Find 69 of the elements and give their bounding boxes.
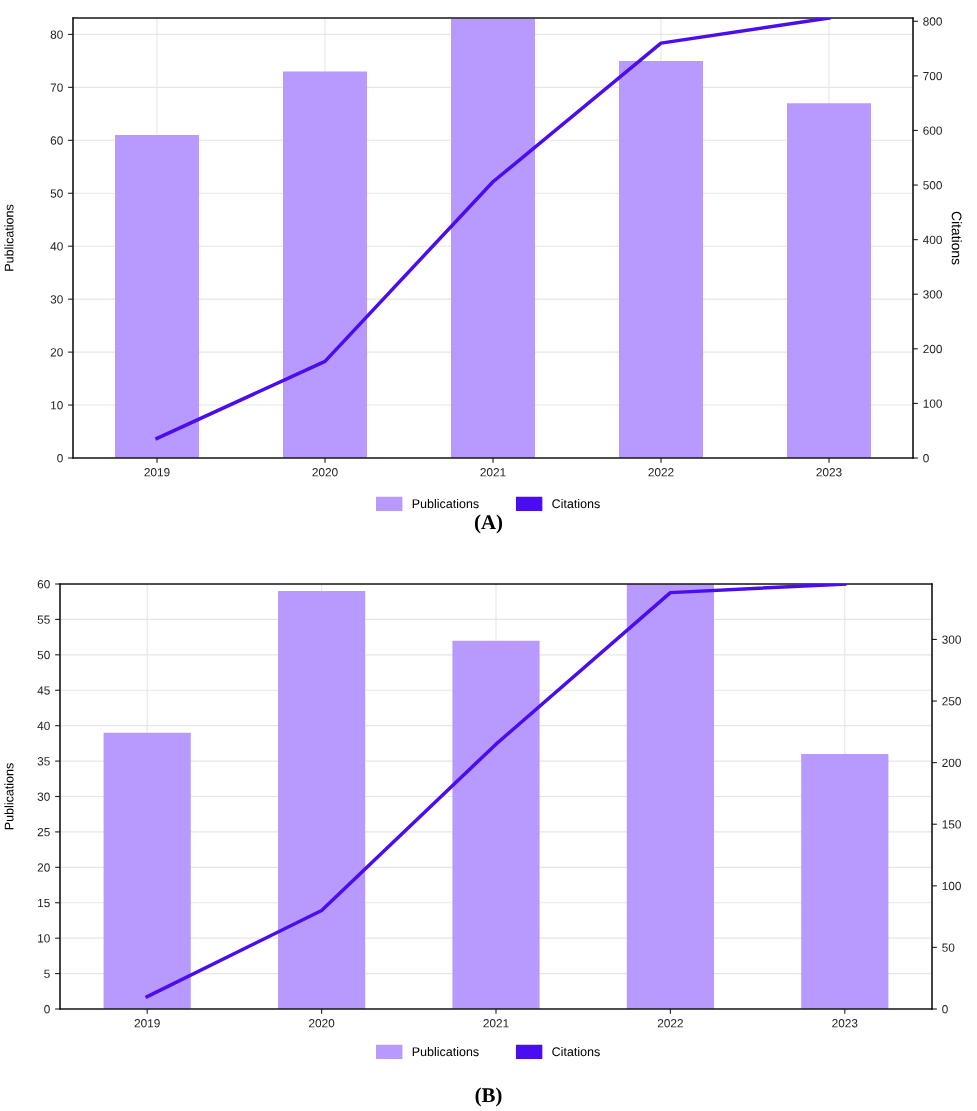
y-tick-label: 50 — [50, 189, 63, 198]
y-tick-label: 30 — [37, 792, 50, 801]
bar — [626, 584, 714, 1009]
y-tick-label: 70 — [50, 83, 63, 92]
y-tick-label: 80 — [50, 30, 63, 39]
y-axis-title: Publications — [4, 763, 14, 830]
text: (B) — [475, 1087, 502, 1107]
bar — [787, 103, 871, 458]
y2-tick-label: 100 — [942, 881, 961, 891]
legend-label: Citations — [552, 498, 600, 509]
x-tick-label: 2022 — [657, 1019, 683, 1028]
bar — [801, 754, 889, 1009]
y2-tick-label: 0 — [942, 1005, 948, 1014]
y-tick-label: 55 — [37, 615, 50, 624]
x-tick-label: 2023 — [816, 468, 842, 477]
y2-tick-label: 150 — [942, 820, 961, 829]
y-tick-label: 60 — [37, 580, 50, 589]
x-tick-label: 2023 — [832, 1019, 858, 1028]
x-tick-label: 2021 — [483, 1019, 509, 1028]
x-tick-label: 2021 — [480, 468, 506, 477]
y-tick-label: 35 — [37, 757, 50, 766]
bar — [452, 640, 540, 1009]
y2-tick-label: 600 — [923, 126, 942, 135]
bar — [283, 71, 367, 458]
y-tick-label: 5 — [44, 969, 50, 978]
x-tick-label: 2020 — [309, 1019, 335, 1028]
x-tick-label: 2019 — [134, 1019, 160, 1028]
y2-tick-label: 300 — [942, 635, 961, 644]
bar — [278, 591, 366, 1009]
y-tick-label: 10 — [38, 934, 50, 943]
x-tick-label: 2020 — [312, 468, 338, 477]
y-tick-label: 45 — [37, 686, 50, 695]
y-tick-label: 10 — [51, 401, 63, 410]
bar — [619, 60, 703, 458]
y-tick-label: 30 — [50, 295, 63, 304]
y2-tick-label: 50 — [942, 943, 955, 952]
text: (A) — [474, 514, 503, 534]
y2-tick-label: 200 — [942, 758, 961, 768]
y2-tick-label: 400 — [922, 235, 942, 245]
y-tick-label: 20 — [50, 348, 63, 357]
y2-tick-label: 300 — [923, 290, 942, 299]
bar — [115, 135, 199, 458]
bar — [103, 732, 191, 1009]
legend-label: Publications — [412, 1046, 479, 1057]
line-series — [145, 584, 847, 999]
y2-axis-title: Citations — [951, 211, 962, 265]
y2-tick-label: 700 — [923, 71, 942, 81]
y-tick-label: 20 — [37, 863, 50, 872]
y2-tick-label: 500 — [923, 181, 942, 190]
y-tick-label: 15 — [38, 898, 50, 908]
x-tick-label: 2019 — [144, 468, 170, 477]
y2-tick-label: 200 — [923, 344, 942, 354]
y2-tick-label: 250 — [942, 697, 961, 706]
y-tick-label: 60 — [50, 136, 63, 145]
x-tick-label: 2022 — [648, 468, 674, 477]
y2-tick-label: 100 — [923, 399, 942, 408]
legend-label: Publications — [412, 498, 479, 509]
y-tick-label: 0 — [44, 1005, 50, 1014]
y-tick-label: 25 — [37, 827, 50, 837]
legend-label: Citations — [552, 1046, 600, 1057]
bar — [451, 18, 535, 458]
y-tick-label: 0 — [57, 454, 63, 463]
y-tick-label: 40 — [50, 242, 63, 251]
y-tick-label: 50 — [37, 650, 50, 660]
line-series — [155, 18, 831, 441]
y2-tick-label: 0 — [923, 454, 929, 463]
y-axis-title: Publications — [4, 204, 14, 271]
y-tick-label: 40 — [37, 721, 50, 731]
y2-tick-label: 800 — [923, 17, 942, 26]
